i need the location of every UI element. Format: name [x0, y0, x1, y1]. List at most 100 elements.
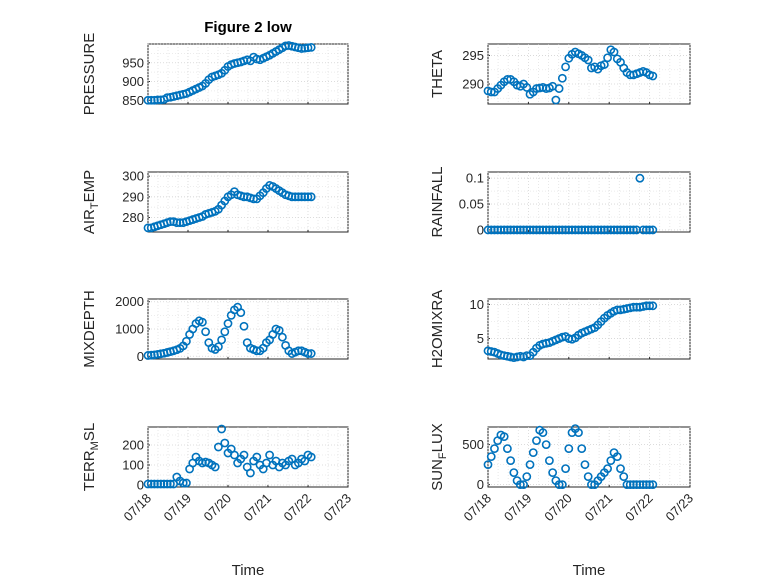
- data-point: [645, 301, 654, 311]
- data-point: [525, 460, 535, 469]
- x-tick-label: 07/21: [582, 491, 616, 525]
- data-point: [306, 192, 316, 202]
- data-point: [290, 192, 300, 202]
- y-tick-label: 290: [462, 77, 484, 92]
- x-tick-label: 07/18: [121, 491, 155, 525]
- data-point: [502, 444, 512, 453]
- data-point: [648, 480, 658, 489]
- data-point: [612, 452, 622, 461]
- data-point: [648, 301, 658, 311]
- subplot-2: 290 295 THETA: [429, 43, 691, 105]
- data-point: [583, 472, 593, 481]
- y-tick-label: 300: [122, 169, 144, 184]
- data-point: [548, 468, 558, 477]
- subplot-4: 0 0.05 0.1 RAINFALL: [429, 167, 691, 237]
- y-tick-label: 850: [122, 93, 144, 108]
- y-axis-label: TERRMSL: [81, 423, 101, 491]
- data-point: [522, 351, 532, 360]
- data-point: [217, 424, 226, 434]
- y-tick-label: 0.1: [466, 171, 484, 186]
- data-point: [561, 62, 570, 72]
- x-axis-label: Time: [573, 562, 606, 579]
- data-point: [515, 480, 525, 489]
- data-point: [486, 87, 496, 97]
- data-point: [486, 452, 496, 461]
- data-point: [265, 450, 274, 460]
- subplot-8: 0 500 SUNFLUX 07/18 07/19 07/20 07/21 07/22 07/2…: [429, 423, 696, 579]
- x-tick-label: 07/23: [663, 491, 697, 525]
- data-point: [648, 225, 658, 235]
- subplot-5: 0 1000 2000 MIXDEPTH: [81, 290, 349, 368]
- y-axis-label: MIXDEPTH: [81, 290, 98, 368]
- subplot-1: 850 900 950 PRESSURE Figure 2 low: [81, 19, 349, 116]
- data-point: [616, 464, 625, 473]
- data-point: [554, 480, 564, 489]
- data-point: [603, 53, 612, 63]
- data-point: [197, 317, 207, 327]
- data-point: [213, 342, 223, 352]
- y-tick-label: 290: [122, 189, 144, 204]
- y-tick-label: 1000: [115, 322, 144, 337]
- data-point: [603, 464, 612, 473]
- data-point: [587, 480, 596, 489]
- data-point: [648, 71, 658, 81]
- data-point: [223, 319, 233, 328]
- data-point: [629, 225, 638, 235]
- y-tick-label: 10: [470, 297, 484, 312]
- data-point: [303, 192, 313, 202]
- data-point: [245, 468, 255, 478]
- data-point: [297, 192, 306, 202]
- data-point: [274, 325, 284, 335]
- y-tick-label: 0: [477, 477, 484, 492]
- data-point: [499, 432, 509, 441]
- data-point: [561, 464, 570, 473]
- subplot-6: 5 10 H2OMIXRA: [429, 290, 691, 368]
- x-tick-label: 07/20: [541, 491, 575, 525]
- data-point: [236, 308, 246, 318]
- data-point: [287, 192, 297, 202]
- y-tick-label: 5: [477, 331, 484, 346]
- chart-title: Figure 2 low: [204, 19, 292, 36]
- x-tick-label: 07/18: [461, 491, 495, 525]
- subplot-7: 0 100 200 TERRMSL 07/18 07/19 07/20 07/21 07/22 0…: [81, 423, 354, 579]
- x-axis-label: Time: [232, 562, 265, 579]
- y-tick-label: 280: [122, 210, 144, 225]
- data-point: [557, 73, 567, 83]
- data-point: [303, 43, 313, 53]
- x-tick-label: 07/19: [161, 491, 195, 525]
- data-point: [303, 349, 313, 358]
- y-tick-label: 295: [462, 48, 484, 63]
- data-point: [645, 225, 654, 235]
- data-point: [557, 480, 567, 489]
- y-tick-label: 200: [122, 438, 144, 453]
- data-point: [306, 42, 316, 52]
- data-point: [577, 444, 587, 453]
- y-tick-label: 900: [122, 74, 144, 89]
- data-point: [490, 444, 499, 453]
- data-point: [210, 462, 220, 472]
- y-axis-label: AIRTEMP: [81, 170, 101, 234]
- y-tick-label: 950: [122, 55, 144, 70]
- y-axis-label: H2OMIXRA: [429, 290, 446, 368]
- y-tick-label: 0.05: [459, 197, 484, 212]
- x-tick-label: 07/19: [501, 491, 535, 525]
- y-axis-label: PRESSURE: [81, 33, 98, 116]
- data-point: [619, 472, 629, 481]
- y-tick-label: 0: [137, 478, 144, 493]
- data-point: [277, 332, 287, 342]
- data-point: [554, 84, 564, 93]
- data-point: [545, 456, 554, 465]
- data-point: [551, 95, 561, 105]
- data-point: [564, 444, 574, 453]
- data-point: [506, 456, 516, 465]
- data-point: [538, 428, 548, 437]
- x-tick-label: 07/23: [321, 491, 355, 525]
- x-tick-label: 07/22: [622, 491, 656, 525]
- data-point: [252, 452, 262, 462]
- subplot-3: 280 290 300 AIRTEMP: [81, 169, 349, 234]
- data-point: [532, 436, 541, 445]
- data-point: [165, 479, 175, 489]
- data-point: [306, 452, 316, 462]
- y-tick-label: 500: [462, 437, 484, 452]
